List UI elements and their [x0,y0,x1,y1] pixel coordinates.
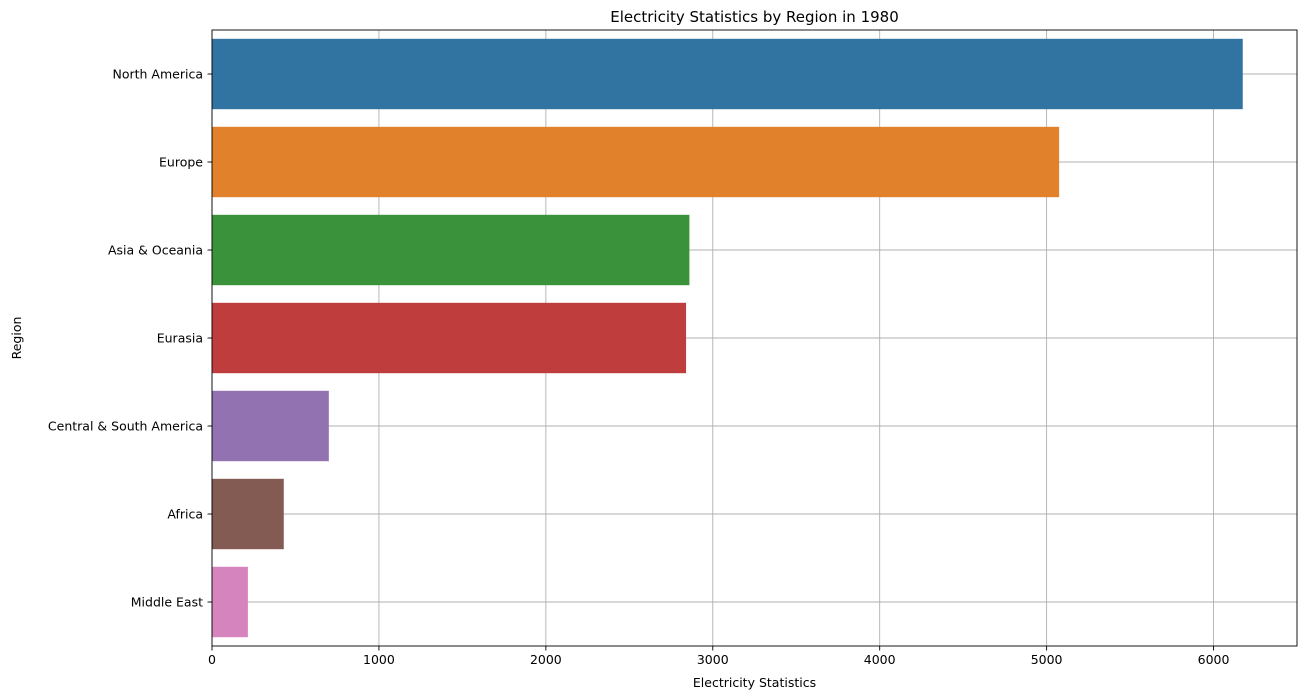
bar [212,38,1243,110]
x-tick-label: 6000 [1198,652,1230,667]
y-tick-label: North America [113,67,204,82]
x-tick-label: 5000 [1031,652,1063,667]
x-tick-label: 2000 [530,652,562,667]
y-tick-label: Europe [159,155,203,170]
x-axis-ticks: 0 1000 2000 3000 4000 5000 6000 [208,646,1229,667]
x-tick-label: 4000 [864,652,896,667]
y-tick-label: Middle East [131,595,203,610]
y-tick-label: Central & South America [48,419,203,434]
bar [212,302,687,374]
y-tick-label: Africa [167,507,203,522]
bar [212,566,248,638]
bars [212,38,1243,638]
chart-title: Electricity Statistics by Region in 1980 [610,8,899,26]
bar [212,390,329,462]
x-tick-label: 0 [208,652,216,667]
y-tick-label: Asia & Oceania [108,243,203,258]
y-tick-label: Eurasia [157,331,203,346]
bar [212,126,1060,198]
bar [212,214,690,286]
x-tick-label: 3000 [697,652,729,667]
y-axis-label: Region [9,317,24,360]
x-axis-label: Electricity Statistics [693,675,816,690]
bar [212,478,284,550]
y-axis-ticks: North America Europe Asia & Oceania Eurasia… [48,67,212,610]
x-tick-label: 1000 [363,652,395,667]
